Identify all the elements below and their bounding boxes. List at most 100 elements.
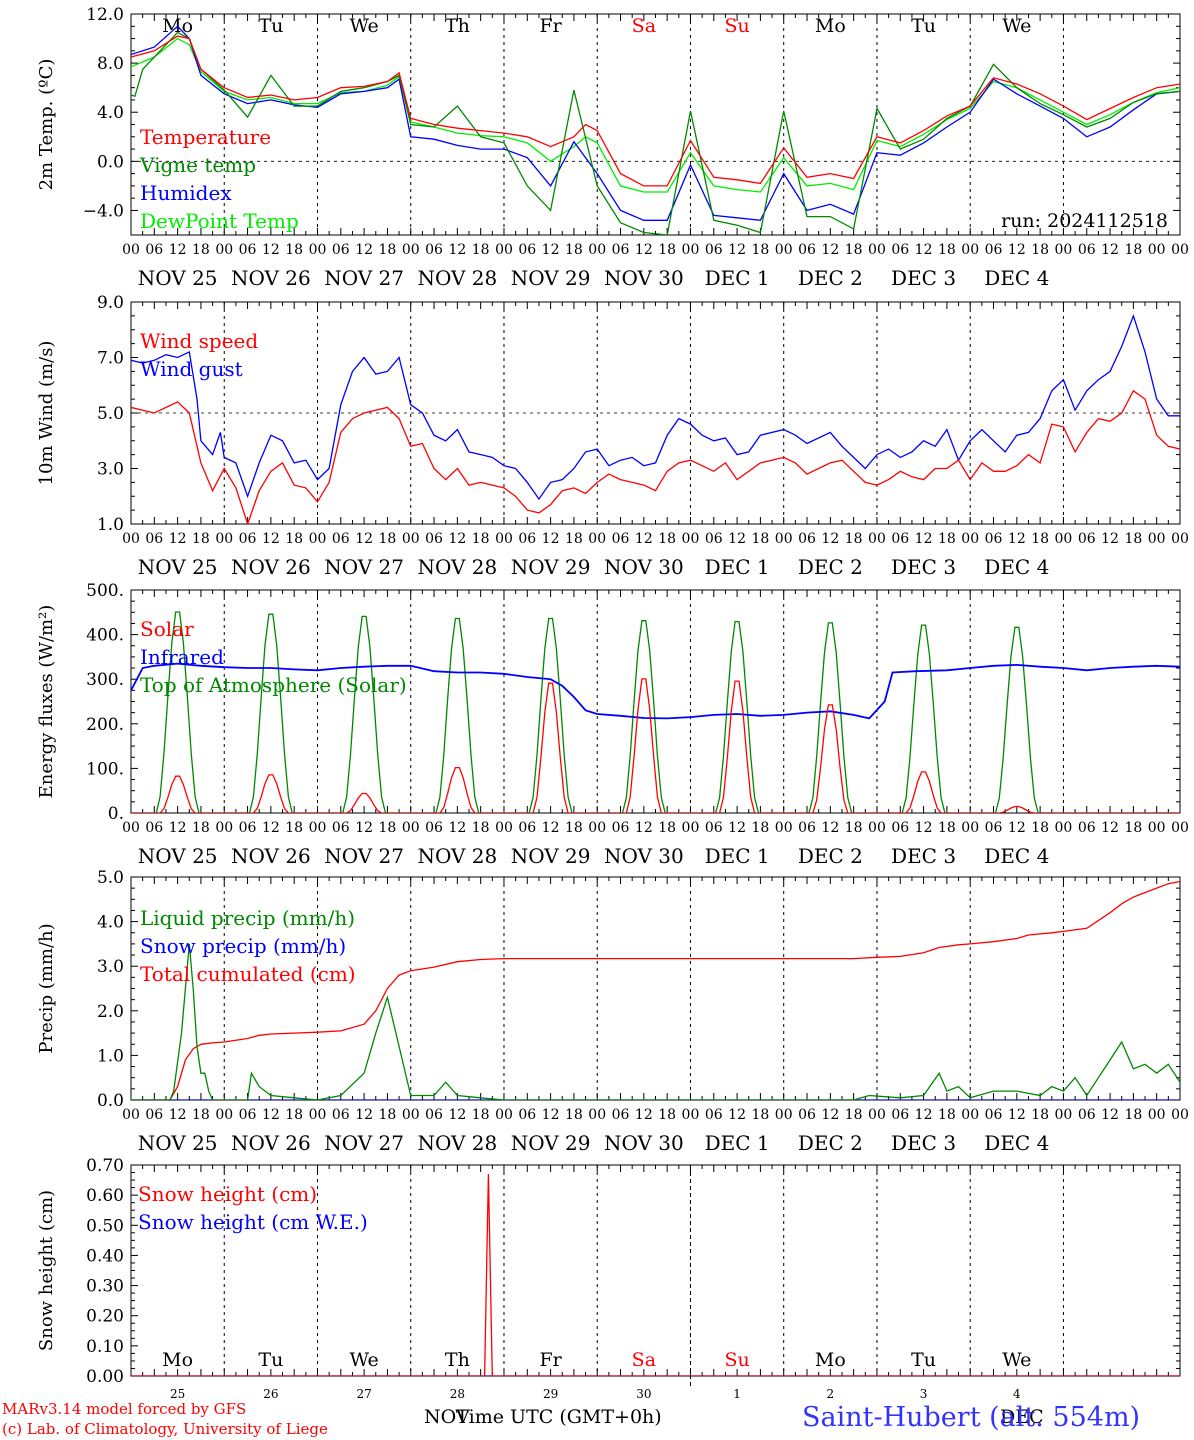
hour-tick-label: 18 (938, 820, 956, 836)
y-tick-label: 0.60 (86, 1186, 124, 1206)
hour-tick-label: 12 (448, 531, 466, 547)
hour-tick-label: 06 (1078, 531, 1096, 547)
hour-tick-label: 18 (565, 242, 583, 258)
hour-tick-label: 12 (1101, 242, 1119, 258)
y-tick-label: 0.10 (86, 1337, 124, 1357)
run-label: run: 2024112518 (1001, 210, 1168, 232)
hour-tick-label: 18 (1031, 531, 1049, 547)
hour-tick-label: 00 (402, 531, 420, 547)
date-label: NOV 30 (604, 555, 684, 579)
weekday-label: Mo (815, 15, 846, 37)
series-group (131, 1173, 1180, 1376)
date-label: DEC 1 (705, 844, 770, 868)
hour-tick-label: 00 (402, 820, 420, 836)
date-label: DEC 1 (705, 266, 770, 290)
hour-tick-label: 18 (1124, 820, 1142, 836)
series-line-dewpoint-temp (131, 37, 1180, 193)
panel-4: 0.0 1.0 2.0 3.0 4.0 5.0 Precip (mm/h) 00 06 12 18 0… (36, 868, 1189, 1155)
hour-tick-label: 12 (728, 242, 746, 258)
hour-tick-label: 06 (985, 1107, 1003, 1123)
hour-tick-label: 06 (239, 242, 257, 258)
legend-entry: Liquid precip (mm/h) (140, 906, 355, 930)
hour-tick-label: 18 (565, 531, 583, 547)
y-tick-label: 200. (86, 715, 124, 735)
hour-tick-label: 18 (192, 820, 210, 836)
hour-tick-label: 18 (379, 1107, 397, 1123)
hour-tick-label: 00 (122, 531, 140, 547)
weekday-label: Sa (632, 15, 656, 37)
hour-tick-label: 00 (868, 242, 886, 258)
hour-tick-label: 06 (145, 820, 163, 836)
hour-tick-label: 06 (985, 531, 1003, 547)
hour-tick-label: 12 (915, 531, 933, 547)
hour-tick-label: 00 (1171, 1107, 1189, 1123)
hour-tick-label: 00 (122, 820, 140, 836)
weekday-label: Tu (258, 15, 283, 37)
series-group (131, 880, 1180, 1100)
weekday-label: Tu (258, 1349, 283, 1371)
hour-tick-label: 18 (751, 531, 769, 547)
day-number-label: 27 (356, 1387, 371, 1401)
y-axis-label: 2m Temp. (ºC) (36, 59, 57, 191)
hour-tick-label: 06 (705, 531, 723, 547)
hour-tick-label: 12 (169, 531, 187, 547)
hour-tick-label: 12 (169, 1107, 187, 1123)
hour-tick-label: 12 (1101, 820, 1119, 836)
weekday-label: We (349, 15, 378, 37)
hour-tick-label: 06 (425, 1107, 443, 1123)
series-group (131, 25, 1180, 235)
y-tick-label: 3.0 (97, 460, 124, 480)
y-axis-label: Energy fluxes (W/m²) (36, 605, 57, 799)
date-label: DEC 3 (891, 844, 956, 868)
hour-tick-label: 12 (915, 820, 933, 836)
series-line-liquid-precip-mm-h- (131, 943, 1180, 1100)
date-label: DEC 4 (984, 1131, 1049, 1155)
hour-tick-label: 00 (495, 531, 513, 547)
hour-tick-label: 18 (1031, 820, 1049, 836)
date-label: DEC 3 (891, 555, 956, 579)
hour-tick-label: 12 (1008, 242, 1026, 258)
hour-tick-label: 00 (1171, 820, 1189, 836)
hour-tick-label: 06 (891, 242, 909, 258)
x-month-label-nov: NOV (424, 1406, 470, 1428)
legend-entry: Total cumulated (cm) (140, 962, 356, 986)
hour-tick-label: 00 (588, 531, 606, 547)
hour-tick-label: 00 (682, 531, 700, 547)
hour-tick-label: 12 (915, 242, 933, 258)
date-label: NOV 29 (511, 1131, 591, 1155)
hour-tick-label: 06 (332, 531, 350, 547)
date-label: NOV 26 (231, 844, 311, 868)
hour-tick-label: 12 (821, 242, 839, 258)
legend-entry: Wind speed (140, 329, 258, 353)
legend-entry: Snow height (cm W.E.) (138, 1210, 368, 1234)
hour-tick-label: 18 (751, 1107, 769, 1123)
date-label: DEC 2 (798, 844, 863, 868)
x-axis-label: Time UTC (GMT+0h) (456, 1406, 662, 1428)
y-tick-label: 9.0 (97, 293, 124, 313)
panel-2: 1.0 3.0 5.0 7.0 9.0 10m Wind (m/s) 00 06 12 18 00 0… (36, 293, 1189, 579)
hour-tick-label: 06 (612, 531, 630, 547)
date-label: DEC 2 (798, 266, 863, 290)
series-group (131, 313, 1180, 524)
hour-tick-label: 12 (1008, 1107, 1026, 1123)
series-group (131, 611, 1180, 813)
hour-tick-label: 00 (1055, 531, 1073, 547)
hour-tick-label: 00 (309, 820, 327, 836)
date-label: NOV 28 (417, 555, 497, 579)
hour-tick-label: 12 (635, 242, 653, 258)
hour-tick-label: 18 (1031, 1107, 1049, 1123)
model-credit: MARv3.14 model forced by GFS (2, 1400, 247, 1418)
date-label: DEC 1 (705, 555, 770, 579)
hour-tick-label: 00 (495, 820, 513, 836)
hour-tick-label: 12 (262, 1107, 280, 1123)
hour-tick-label: 18 (192, 242, 210, 258)
y-tick-label: 3.0 (97, 957, 124, 977)
date-label: DEC 4 (984, 555, 1049, 579)
panel-5: 0.00 0.10 0.20 0.30 0.40 0.50 0.60 0.70 Snow hei… (36, 1156, 1181, 1401)
hour-tick-label: 00 (961, 820, 979, 836)
date-label: NOV 30 (604, 1131, 684, 1155)
hour-tick-label: 06 (1078, 242, 1096, 258)
hour-tick-label: 12 (728, 820, 746, 836)
weekday-label: Su (724, 15, 749, 37)
hour-tick-label: 06 (891, 531, 909, 547)
